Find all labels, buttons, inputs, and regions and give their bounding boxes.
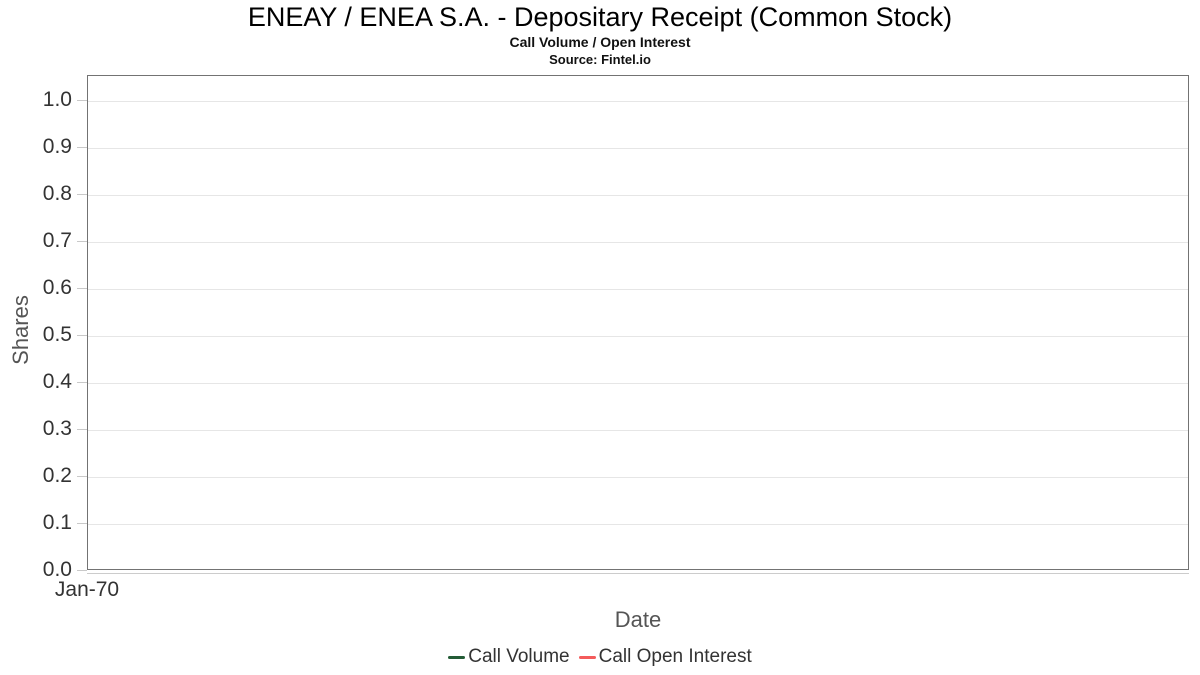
legend: Call Volume Call Open Interest bbox=[0, 646, 1200, 668]
y-axis-title: Shares bbox=[8, 295, 33, 365]
gridline bbox=[88, 289, 1188, 290]
x-axis-line bbox=[87, 573, 1189, 574]
y-axis-tick-label: 0.8 bbox=[42, 182, 72, 205]
gridline bbox=[88, 430, 1188, 431]
y-axis-tick-label: 0.5 bbox=[42, 323, 72, 346]
gridline bbox=[88, 101, 1188, 102]
y-axis-tick bbox=[77, 335, 87, 336]
y-axis-tick-label: 1.0 bbox=[42, 88, 72, 111]
legend-marker-call-open-interest bbox=[578, 655, 596, 659]
y-axis-tick bbox=[77, 241, 87, 242]
y-axis-tick bbox=[77, 523, 87, 524]
gridline bbox=[88, 383, 1188, 384]
gridline bbox=[88, 336, 1188, 337]
gridline bbox=[88, 148, 1188, 149]
legend-label: Call Open Interest bbox=[598, 646, 752, 667]
y-axis-tick bbox=[77, 288, 87, 289]
y-axis-tick-label: 0.2 bbox=[42, 464, 72, 487]
page-title: ENEAY / ENEA S.A. - Depositary Receipt (… bbox=[247, 2, 953, 32]
gridline bbox=[88, 477, 1188, 478]
legend-marker-call-volume bbox=[448, 655, 466, 659]
y-axis-tick-label: 0.0 bbox=[42, 558, 72, 581]
y-axis-tick-label: 0.7 bbox=[42, 229, 72, 252]
gridline bbox=[88, 242, 1188, 243]
plot-area bbox=[87, 75, 1189, 570]
gridline bbox=[88, 195, 1188, 196]
chart-subtitle: Call Volume / Open Interest bbox=[509, 34, 691, 50]
y-axis-tick bbox=[77, 194, 87, 195]
y-axis-tick bbox=[77, 100, 87, 101]
legend-item-call-volume[interactable]: Call Volume bbox=[448, 646, 570, 668]
x-axis-tick-label: Jan-70 bbox=[54, 578, 120, 601]
gridline bbox=[88, 524, 1188, 525]
x-axis-title: Date bbox=[614, 607, 662, 632]
y-axis-tick bbox=[77, 382, 87, 383]
y-axis-tick bbox=[77, 429, 87, 430]
y-axis-tick-label: 0.3 bbox=[42, 417, 72, 440]
y-axis-tick bbox=[77, 147, 87, 148]
y-axis-tick-label: 0.9 bbox=[42, 135, 72, 158]
legend-label: Call Volume bbox=[468, 646, 570, 667]
y-axis-tick bbox=[77, 476, 87, 477]
legend-item-call-open-interest[interactable]: Call Open Interest bbox=[578, 646, 752, 668]
y-axis-tick-label: 0.1 bbox=[42, 511, 72, 534]
y-axis-tick-label: 0.4 bbox=[42, 370, 72, 393]
chart-source: Source: Fintel.io bbox=[549, 52, 651, 67]
y-axis-tick-label: 0.6 bbox=[42, 276, 72, 299]
y-axis-tick bbox=[77, 570, 87, 571]
